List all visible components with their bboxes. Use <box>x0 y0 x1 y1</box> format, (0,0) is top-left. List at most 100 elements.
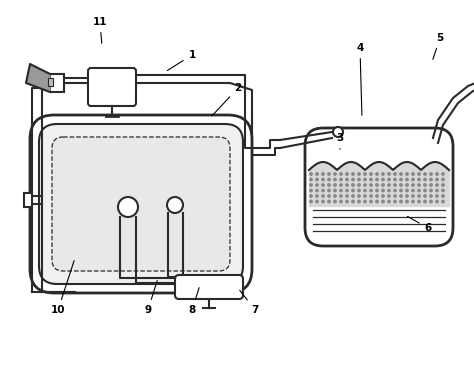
Circle shape <box>442 200 444 203</box>
Circle shape <box>382 195 384 197</box>
Circle shape <box>424 200 426 203</box>
Circle shape <box>424 173 426 175</box>
Circle shape <box>382 178 384 181</box>
Circle shape <box>358 189 360 192</box>
Circle shape <box>400 189 402 192</box>
Circle shape <box>412 173 414 175</box>
Circle shape <box>388 195 390 197</box>
Text: 6: 6 <box>408 217 432 233</box>
Circle shape <box>394 189 396 192</box>
Circle shape <box>352 173 354 175</box>
Circle shape <box>370 200 372 203</box>
Circle shape <box>418 200 420 203</box>
Circle shape <box>322 178 324 181</box>
Circle shape <box>322 195 324 197</box>
Circle shape <box>388 178 390 181</box>
Circle shape <box>334 184 336 186</box>
Circle shape <box>394 178 396 181</box>
Circle shape <box>364 184 366 186</box>
Circle shape <box>352 200 354 203</box>
Circle shape <box>430 173 432 175</box>
Circle shape <box>436 178 438 181</box>
Circle shape <box>310 178 312 181</box>
Circle shape <box>370 173 372 175</box>
Text: 10: 10 <box>51 261 74 315</box>
Circle shape <box>406 173 408 175</box>
Circle shape <box>442 184 444 186</box>
Circle shape <box>310 173 312 175</box>
Circle shape <box>316 189 318 192</box>
Text: 11: 11 <box>93 17 107 43</box>
Circle shape <box>430 189 432 192</box>
Circle shape <box>424 195 426 197</box>
Circle shape <box>334 173 336 175</box>
Circle shape <box>358 195 360 197</box>
Circle shape <box>400 178 402 181</box>
Circle shape <box>394 173 396 175</box>
Circle shape <box>436 200 438 203</box>
Circle shape <box>340 173 342 175</box>
Circle shape <box>118 197 138 217</box>
Circle shape <box>388 173 390 175</box>
Circle shape <box>406 184 408 186</box>
Circle shape <box>412 189 414 192</box>
Circle shape <box>388 200 390 203</box>
Circle shape <box>328 178 330 181</box>
Circle shape <box>418 178 420 181</box>
Circle shape <box>376 200 378 203</box>
Text: 5: 5 <box>433 33 444 59</box>
Circle shape <box>382 189 384 192</box>
Circle shape <box>418 189 420 192</box>
Circle shape <box>340 195 342 197</box>
Circle shape <box>316 173 318 175</box>
Circle shape <box>406 195 408 197</box>
Circle shape <box>340 189 342 192</box>
Bar <box>24 193 32 207</box>
Circle shape <box>388 184 390 186</box>
Circle shape <box>418 195 420 197</box>
Circle shape <box>400 173 402 175</box>
Circle shape <box>406 200 408 203</box>
Circle shape <box>334 178 336 181</box>
Bar <box>48 78 53 86</box>
Text: 7: 7 <box>240 290 259 315</box>
FancyBboxPatch shape <box>52 137 230 271</box>
Circle shape <box>167 197 183 213</box>
Circle shape <box>412 195 414 197</box>
Circle shape <box>430 178 432 181</box>
Circle shape <box>352 184 354 186</box>
Circle shape <box>358 184 360 186</box>
Text: 2: 2 <box>212 83 242 116</box>
Circle shape <box>328 189 330 192</box>
Circle shape <box>376 189 378 192</box>
Circle shape <box>436 189 438 192</box>
Polygon shape <box>26 64 50 92</box>
Circle shape <box>370 178 372 181</box>
Circle shape <box>322 189 324 192</box>
Circle shape <box>316 200 318 203</box>
Text: 9: 9 <box>145 281 157 315</box>
Text: 3: 3 <box>337 133 344 149</box>
Circle shape <box>340 178 342 181</box>
Circle shape <box>316 178 318 181</box>
Circle shape <box>364 189 366 192</box>
Circle shape <box>328 184 330 186</box>
Circle shape <box>430 195 432 197</box>
Circle shape <box>442 173 444 175</box>
FancyBboxPatch shape <box>30 115 252 293</box>
FancyBboxPatch shape <box>39 124 243 284</box>
Circle shape <box>316 184 318 186</box>
Circle shape <box>376 184 378 186</box>
Circle shape <box>358 178 360 181</box>
FancyBboxPatch shape <box>175 275 243 299</box>
Circle shape <box>382 173 384 175</box>
Circle shape <box>334 189 336 192</box>
Text: 1: 1 <box>167 50 196 70</box>
Circle shape <box>424 189 426 192</box>
Circle shape <box>400 200 402 203</box>
Circle shape <box>412 178 414 181</box>
Circle shape <box>370 184 372 186</box>
Circle shape <box>364 173 366 175</box>
Circle shape <box>388 189 390 192</box>
Circle shape <box>376 195 378 197</box>
